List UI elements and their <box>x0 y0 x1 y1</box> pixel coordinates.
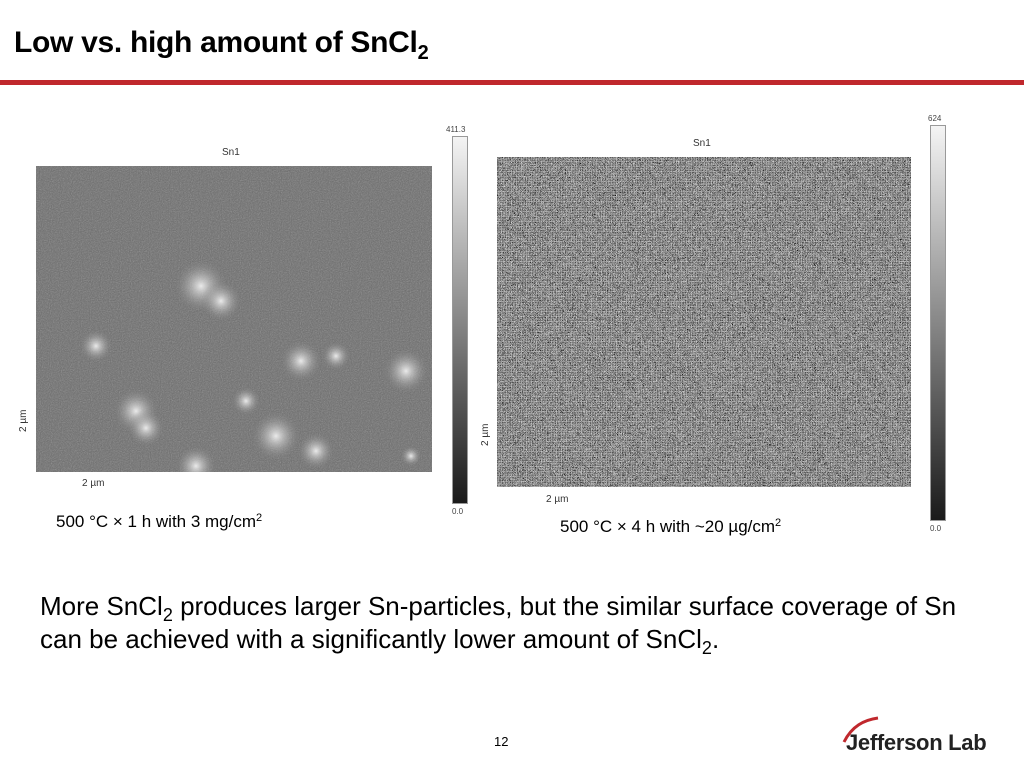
right-map-caption: 500 °C × 4 h with ~20 µg/cm2 <box>560 517 781 537</box>
title-divider <box>0 80 1024 85</box>
right-caption-text: 500 °C × 4 h with ~20 µg/cm <box>560 517 776 536</box>
left-map-caption: 500 °C × 1 h with 3 mg/cm2 <box>56 512 262 532</box>
conclusion-part-2: produces larger Sn-particles, but the si… <box>40 591 957 654</box>
conclusion-text: More SnCl2 produces larger Sn-particles,… <box>40 590 960 658</box>
slide-title: Low vs. high amount of SnCl2 <box>14 26 429 63</box>
left-scale-max: 411.3 <box>446 125 466 134</box>
left-map-label: Sn1 <box>222 147 240 158</box>
conclusion-part-3: . <box>711 624 720 654</box>
left-scale-min: 0.0 <box>452 507 464 516</box>
conclusion-subscript-1: 2 <box>162 605 173 625</box>
right-map-x-axis-label: 2 µm <box>546 494 569 505</box>
left-sn-map-image <box>36 166 432 472</box>
left-map-y-axis-label: 2 µm <box>18 409 29 432</box>
right-map-label: Sn1 <box>693 138 711 149</box>
right-scale-max: 624 <box>928 114 942 123</box>
conclusion-subscript-2: 2 <box>701 638 712 658</box>
slide-title-text: Low vs. high amount of SnCl <box>14 26 418 59</box>
left-sn-map-texture <box>36 166 432 472</box>
logo-swoosh-icon <box>842 716 879 743</box>
right-map-y-axis-label: 2 µm <box>480 423 491 446</box>
right-sn-map-texture <box>497 157 911 487</box>
right-scale-min: 0.0 <box>930 524 942 533</box>
left-map-x-axis-label: 2 µm <box>82 478 105 489</box>
left-caption-text: 500 °C × 1 h with 3 mg/cm <box>56 512 257 531</box>
right-intensity-scale-bar <box>930 125 946 521</box>
logo-text: Jefferson Lab <box>846 730 987 755</box>
left-intensity-scale-bar <box>452 136 468 504</box>
left-map-bright-regions <box>80 260 428 472</box>
jefferson-lab-logo: Jefferson Lab <box>842 716 996 758</box>
right-sn-map-image <box>497 157 911 487</box>
right-caption-superscript: 2 <box>775 517 782 529</box>
page-number: 12 <box>494 734 509 749</box>
conclusion-part-1: More SnCl <box>40 591 163 621</box>
slide-title-subscript: 2 <box>417 42 429 64</box>
left-caption-superscript: 2 <box>256 512 263 524</box>
